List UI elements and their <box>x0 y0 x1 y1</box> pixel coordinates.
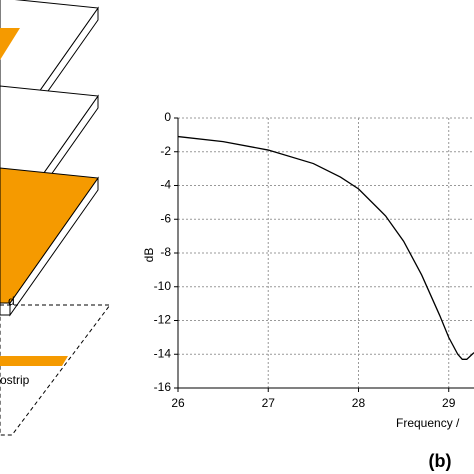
microstrip <box>0 356 68 366</box>
y-tick-label: 0 <box>164 110 171 124</box>
x-tick-label: 26 <box>171 396 185 410</box>
y-tick-label: -16 <box>154 380 172 394</box>
orange-patch <box>0 28 20 60</box>
dashed-layer <box>0 304 112 436</box>
x-axis-label: Frequency / <box>396 416 460 430</box>
data-line <box>177 135 474 360</box>
y-tick-label: -10 <box>154 279 172 293</box>
y-tick-label: -14 <box>154 346 172 360</box>
y-tick-label: -12 <box>154 313 172 327</box>
plate-top <box>0 167 99 304</box>
diagram-label: d <box>8 294 15 308</box>
x-tick-label: 27 <box>262 396 276 410</box>
diagram-label: ostrip <box>0 373 30 387</box>
y-tick-label: -8 <box>160 245 171 259</box>
y-axis-label: dB <box>142 248 156 263</box>
x-tick-label: 28 <box>352 396 366 410</box>
y-tick-label: -6 <box>160 211 171 225</box>
layer-diagram <box>0 0 112 436</box>
panel-label: (b) <box>429 451 452 471</box>
y-tick-label: -4 <box>160 178 171 192</box>
y-tick-label: -2 <box>160 144 171 158</box>
x-tick-label: 29 <box>442 396 456 410</box>
